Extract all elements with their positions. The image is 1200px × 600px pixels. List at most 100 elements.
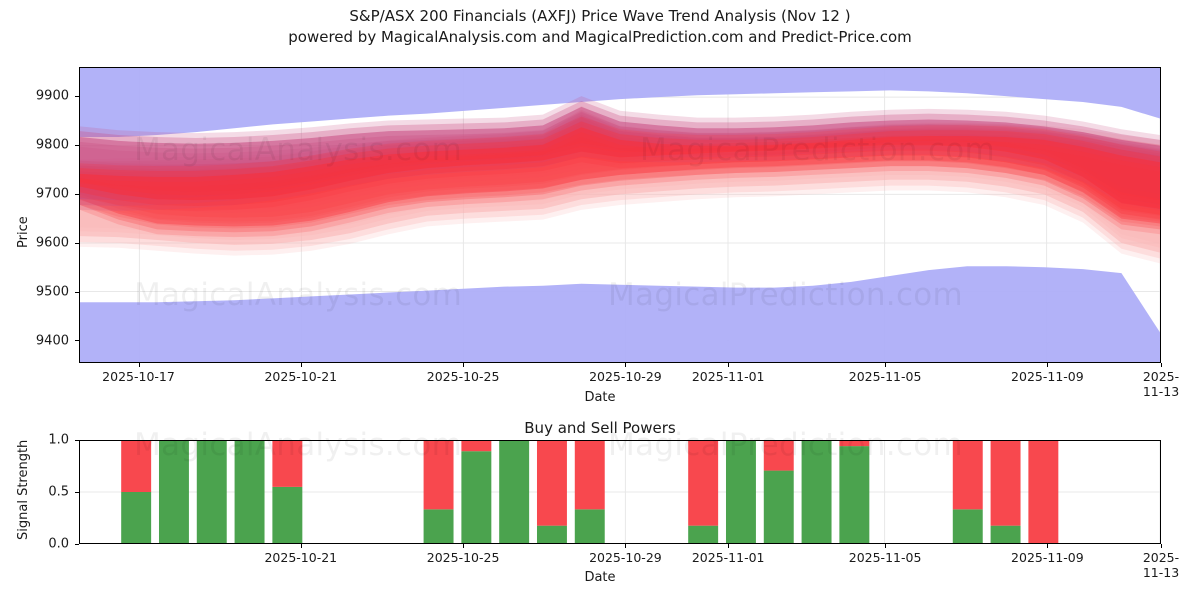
power-y-tickmark: [75, 491, 79, 493]
buy-power-segment: [423, 509, 454, 543]
price-y-axis-title: Price: [16, 216, 31, 248]
power-x-tickmark: [300, 544, 302, 548]
price-y-tick-9600: 9600: [35, 235, 69, 251]
power-x-tick-2025-10-25: 2025-10-25: [426, 550, 500, 565]
price-x-tick-2025-10-17: 2025-10-17: [102, 369, 175, 384]
power-bar: [990, 441, 1021, 543]
power-y-tick-0.0: 0.0: [48, 536, 69, 552]
sell-power-segment: [574, 441, 605, 510]
price-band-wave-band-4: [80, 111, 1160, 196]
sell-power-segment: [461, 441, 492, 452]
buy-power-segment: [272, 486, 303, 543]
price-y-tickmark: [75, 95, 79, 97]
price-x-tickmark: [728, 363, 730, 367]
buy-power-segment: [499, 441, 530, 543]
price-band-wave-band-4: [80, 106, 1160, 201]
buy-power-segment: [461, 451, 492, 543]
price-band-wave-band-3: [80, 123, 1160, 218]
buy-power-segment: [574, 509, 605, 543]
price-x-tickmark: [463, 363, 465, 367]
buy-power-segment: [121, 492, 152, 543]
price-band-wave-core: [80, 116, 1160, 220]
power-chart-plot-area: [79, 440, 1161, 544]
price-x-tickmark: [885, 363, 887, 367]
power-x-tick-2025-11-09: 2025-11-09: [1011, 550, 1084, 565]
price-y-tick-9400: 9400: [35, 333, 69, 349]
price-band-wave-band-3: [80, 128, 1160, 213]
power-y-tick-1.0: 1.0: [48, 432, 69, 448]
buy-power-segment: [688, 525, 719, 543]
power-bar: [688, 441, 719, 543]
power-bar: [763, 441, 794, 543]
price-band-wave-core: [80, 121, 1160, 215]
price-y-tick-9700: 9700: [35, 186, 69, 202]
buy-power-segment: [725, 441, 756, 543]
power-bar: [536, 441, 567, 543]
power-x-tickmark: [1047, 544, 1049, 548]
price-x-tickmark: [1161, 363, 1162, 367]
price-x-tickmark: [138, 363, 140, 367]
price-x-tick-2025-10-25: 2025-10-25: [426, 369, 500, 384]
price-chart-plot-area: [79, 67, 1161, 363]
price-y-tickmark: [75, 340, 79, 342]
price-y-tick-9500: 9500: [35, 284, 69, 300]
price-band-outer-blue-lower-band: [80, 266, 1160, 362]
price-y-tick-9900: 9900: [35, 88, 69, 104]
buy-sell-power-svg: [80, 441, 1160, 543]
power-bar: [158, 441, 189, 543]
price-y-tick-9800: 9800: [35, 137, 69, 153]
power-bar: [1028, 441, 1059, 543]
buy-power-segment: [196, 441, 227, 543]
price-band-wave-band-3: [80, 133, 1160, 209]
price-y-tickmark: [75, 242, 79, 244]
buy-power-segment: [536, 525, 567, 543]
power-bar: [499, 441, 530, 543]
buy-power-segment: [952, 509, 983, 543]
power-y-axis-title: Signal Strength: [16, 439, 31, 540]
price-wave-svg: [80, 68, 1160, 362]
power-x-tickmark: [1161, 544, 1162, 548]
power-chart-title: Buy and Sell Powers: [524, 419, 676, 437]
price-x-tick-2025-11-09: 2025-11-09: [1011, 369, 1084, 384]
price-band-wave-core: [80, 132, 1160, 205]
price-y-tickmark: [75, 291, 79, 293]
power-bar: [574, 441, 605, 543]
power-bar: [423, 441, 454, 543]
price-x-tick-2025-10-29: 2025-10-29: [589, 369, 662, 384]
power-bar: [121, 441, 152, 543]
sell-power-segment: [423, 441, 454, 510]
sell-power-segment: [536, 441, 567, 526]
price-band-outer-blue-upper-band: [80, 68, 1160, 138]
price-x-tick-2025-11-01: 2025-11-01: [691, 369, 765, 384]
price-x-tick-2025-11-13: 2025-11-13: [1142, 369, 1180, 399]
power-bar: [461, 441, 492, 543]
page-subtitle: powered by MagicalAnalysis.com and Magic…: [288, 28, 912, 46]
power-bar: [952, 441, 983, 543]
sell-power-segment: [839, 441, 870, 447]
price-band-wave-core: [80, 127, 1160, 209]
sell-power-segment: [1028, 441, 1059, 543]
power-bar: [196, 441, 227, 543]
chart-title-block: S&P/ASX 200 Financials (AXFJ) Price Wave…: [0, 6, 1200, 48]
buy-power-segment: [801, 441, 832, 543]
price-x-tickmark: [300, 363, 302, 367]
buy-power-segment: [158, 441, 189, 543]
price-y-tickmark: [75, 144, 79, 146]
power-bar: [725, 441, 756, 543]
price-x-tickmark: [1047, 363, 1049, 367]
power-x-tickmark: [885, 544, 887, 548]
power-y-tick-0.5: 0.5: [48, 484, 69, 500]
power-x-axis-title: Date: [584, 570, 616, 585]
buy-power-segment: [990, 525, 1021, 543]
price-x-tickmark: [625, 363, 627, 367]
power-bar: [801, 441, 832, 543]
power-bar: [234, 441, 265, 543]
power-y-tickmark: [75, 543, 79, 545]
sell-power-segment: [952, 441, 983, 510]
power-x-tickmark: [625, 544, 627, 548]
price-y-tickmark: [75, 193, 79, 195]
buy-power-segment: [839, 446, 870, 543]
power-x-tick-2025-11-13: 2025-11-13: [1142, 550, 1180, 580]
sell-power-segment: [121, 441, 152, 492]
